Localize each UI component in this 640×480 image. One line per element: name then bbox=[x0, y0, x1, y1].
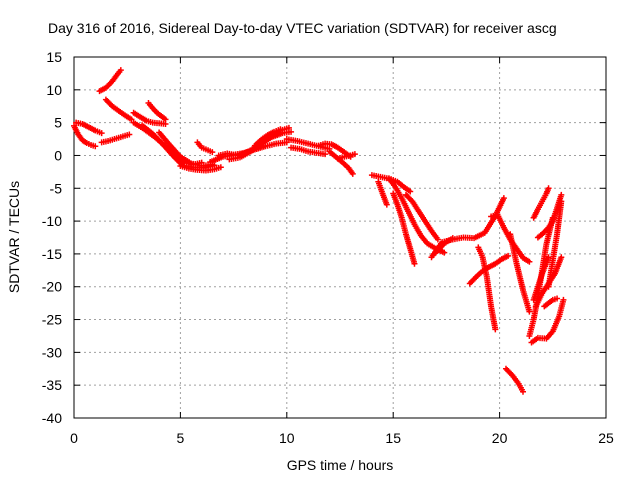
y-tick-label: -5 bbox=[50, 180, 63, 196]
data-point bbox=[500, 195, 507, 202]
y-tick-label: 15 bbox=[46, 49, 62, 65]
y-tick-label: -10 bbox=[42, 213, 62, 229]
data-point bbox=[441, 249, 448, 256]
y-tick-label: 5 bbox=[54, 115, 62, 131]
series-arc-1 bbox=[71, 122, 99, 150]
series-arc-4 bbox=[98, 131, 133, 146]
series-arc-34 bbox=[530, 185, 552, 221]
series-arc-32 bbox=[507, 231, 533, 315]
series-arc-18 bbox=[288, 144, 329, 158]
series-arc-7 bbox=[145, 99, 169, 123]
y-tick-label: 0 bbox=[54, 147, 62, 163]
series-arc-2 bbox=[73, 119, 105, 137]
x-axis-label: GPS time / hours bbox=[287, 457, 394, 473]
data-point bbox=[434, 236, 441, 243]
data-point bbox=[349, 170, 356, 177]
data-point bbox=[383, 201, 390, 208]
data-point bbox=[117, 67, 124, 74]
series-arc-28 bbox=[432, 235, 456, 256]
y-tick-label: -40 bbox=[42, 410, 62, 426]
data-point bbox=[128, 116, 135, 123]
x-tick-label: 0 bbox=[70, 430, 78, 446]
data-point bbox=[526, 258, 533, 265]
x-tick-label: 20 bbox=[492, 430, 508, 446]
series-arc-6 bbox=[130, 109, 169, 127]
data-point bbox=[162, 116, 169, 123]
series-arc-26 bbox=[402, 191, 441, 243]
x-tick-label: 25 bbox=[598, 430, 614, 446]
data-point bbox=[126, 131, 133, 138]
data-point bbox=[92, 143, 99, 150]
y-tick-label: 10 bbox=[46, 82, 62, 98]
data-point bbox=[545, 254, 552, 261]
y-tick-label: -30 bbox=[42, 344, 62, 360]
data-point bbox=[217, 164, 224, 171]
series-arc-31 bbox=[475, 244, 499, 333]
series-arc-41 bbox=[541, 295, 561, 310]
chart-title: Day 316 of 2016, Sidereal Day-to-day VTE… bbox=[48, 20, 557, 36]
data-point bbox=[526, 308, 533, 315]
y-tick-label: -15 bbox=[42, 246, 62, 262]
series-arc-23 bbox=[375, 178, 390, 208]
data-point bbox=[520, 388, 527, 395]
data-point bbox=[407, 188, 414, 195]
y-tick-label: -20 bbox=[42, 279, 62, 295]
x-tick-label: 15 bbox=[385, 430, 401, 446]
series-arc-3 bbox=[96, 67, 124, 95]
data-point bbox=[411, 260, 418, 267]
y-tick-label: -35 bbox=[42, 377, 62, 393]
data-point bbox=[549, 214, 556, 221]
series-arc-17 bbox=[283, 136, 333, 152]
data-point bbox=[492, 326, 499, 333]
series-arc-40 bbox=[530, 254, 552, 303]
data-point bbox=[558, 254, 565, 261]
series-arc-11 bbox=[177, 162, 224, 174]
x-tick-label: 10 bbox=[279, 430, 295, 446]
data-point bbox=[322, 151, 329, 158]
data-point bbox=[554, 295, 561, 302]
data-point bbox=[558, 191, 565, 198]
data-point bbox=[505, 252, 512, 259]
series-arc-36 bbox=[528, 296, 567, 346]
data-point bbox=[351, 151, 358, 158]
data-point bbox=[277, 126, 284, 133]
axis-ticks: 0 5 10 15 20 25 15 10 5 0 -5 -10 -15 -20 -25 -30 -35 -40 bbox=[42, 49, 614, 446]
y-axis-label: SDTVAR / TECUs bbox=[6, 181, 22, 293]
data-point bbox=[558, 198, 565, 205]
data-point bbox=[545, 185, 552, 192]
data-point bbox=[209, 149, 216, 156]
series-arc-33 bbox=[502, 365, 527, 395]
series-arc-21 bbox=[334, 151, 358, 162]
y-tick-label: -25 bbox=[42, 312, 62, 328]
series-arc-38 bbox=[545, 198, 565, 290]
plot-frame bbox=[73, 56, 607, 419]
series-arc-12 bbox=[194, 139, 216, 156]
series-arc-24 bbox=[385, 175, 448, 256]
data-marks bbox=[71, 67, 567, 395]
series-arc-15 bbox=[226, 128, 295, 163]
data-point bbox=[98, 130, 105, 137]
data-point bbox=[449, 235, 456, 242]
data-point bbox=[288, 128, 295, 135]
data-point bbox=[560, 296, 567, 303]
x-tick-label: 5 bbox=[177, 430, 185, 446]
series-arc-16 bbox=[251, 126, 284, 149]
series-arc-5 bbox=[102, 96, 135, 123]
series-arc-25 bbox=[390, 190, 418, 267]
